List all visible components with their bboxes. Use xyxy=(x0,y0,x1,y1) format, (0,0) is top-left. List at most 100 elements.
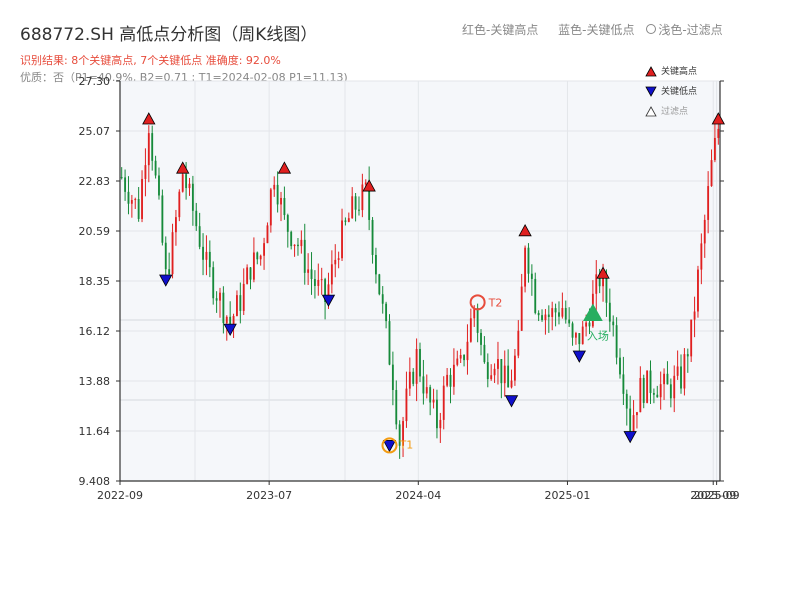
y-tick-label: 25.07 xyxy=(79,125,111,138)
candle-body xyxy=(619,357,621,375)
candle-body xyxy=(615,325,618,358)
candle-body xyxy=(469,318,472,342)
hollow-triangle-icon xyxy=(645,106,657,117)
candle-body xyxy=(371,219,374,255)
key-low-marker xyxy=(572,350,586,363)
candle-body xyxy=(188,183,191,189)
candle-body xyxy=(622,374,625,394)
candle-body xyxy=(269,189,272,226)
candle-body xyxy=(144,165,147,179)
y-tick-label: 13.88 xyxy=(79,375,111,388)
t1-circle xyxy=(381,437,398,454)
candle-body xyxy=(419,348,421,377)
key-high-marker xyxy=(596,266,610,279)
candle-body xyxy=(324,279,327,302)
candle-body xyxy=(168,269,171,275)
candle-body xyxy=(480,332,482,345)
candle-body xyxy=(215,298,218,301)
x-tick-label: 2023-07 xyxy=(246,489,292,502)
candle-body xyxy=(276,184,279,205)
candle-body xyxy=(568,319,571,324)
candle-body xyxy=(429,387,432,403)
candle-body xyxy=(381,294,384,304)
candle-body xyxy=(436,399,438,429)
candle-body xyxy=(202,246,204,260)
candle-body xyxy=(456,358,459,365)
t1-label: T1 xyxy=(398,438,413,451)
candle-body xyxy=(249,267,252,280)
candle-body xyxy=(673,375,676,399)
legend-red-text: 红色-关键高点 xyxy=(462,23,539,37)
chart-legend: 关键高点 关键低点 过滤点 xyxy=(645,64,697,124)
candle-body xyxy=(280,197,282,205)
legend-low-label: 关键低点 xyxy=(661,87,698,97)
candle-body xyxy=(252,252,255,280)
candle-body xyxy=(625,393,628,409)
candle-body xyxy=(452,364,455,387)
candle-body xyxy=(222,292,225,323)
candle-body xyxy=(703,219,706,244)
candle-body xyxy=(602,276,604,287)
key-high-marker xyxy=(142,112,156,125)
candle-body xyxy=(717,128,720,138)
candle-body xyxy=(636,412,638,416)
candle-body xyxy=(486,362,489,380)
candle-body xyxy=(273,184,276,190)
legend-low: 关键低点 xyxy=(645,84,697,104)
x-tick-label: 2022-09 xyxy=(97,489,143,502)
candle-body xyxy=(595,274,598,294)
legend-filtered-label: 过滤点 xyxy=(661,107,689,117)
candle-body xyxy=(524,247,527,287)
y-tick-label: 9.408 xyxy=(79,475,111,488)
candle-body xyxy=(330,264,333,285)
candle-body xyxy=(629,408,632,432)
key-high-marker xyxy=(277,161,292,174)
candle-body xyxy=(466,341,469,361)
candle-body xyxy=(232,315,235,324)
candle-body xyxy=(212,267,215,299)
candle-body xyxy=(283,197,286,216)
candle-body xyxy=(239,295,242,311)
candle-body xyxy=(124,177,127,192)
key-low-marker xyxy=(159,274,173,287)
chart-title: 688772.SH 高低点分析图（周K线图） xyxy=(20,25,318,45)
candle-body xyxy=(127,191,130,204)
candle-body xyxy=(181,174,184,192)
candle-body xyxy=(608,302,611,322)
candle-body xyxy=(246,267,249,284)
candle-body xyxy=(158,175,160,196)
candle-body xyxy=(558,312,560,317)
key-high-marker xyxy=(176,161,190,174)
candle-body xyxy=(290,231,293,247)
candle-body xyxy=(446,374,449,386)
candle-body xyxy=(652,393,655,395)
candle-body xyxy=(385,303,388,322)
candle-body xyxy=(334,259,337,265)
candle-body xyxy=(151,133,154,161)
candle-body xyxy=(236,295,238,316)
candle-body xyxy=(191,183,194,211)
candle-body xyxy=(154,160,157,176)
candle-body xyxy=(425,387,428,394)
candle-body xyxy=(130,200,133,204)
candle-body xyxy=(510,380,513,388)
candle-body xyxy=(256,252,259,260)
candle-body xyxy=(134,199,137,201)
candle-body xyxy=(690,319,693,357)
y-tick-label: 22.83 xyxy=(79,175,111,188)
top-legend: 红色-关键高点 蓝色-关键低点 浅色-过滤点 xyxy=(462,21,739,38)
candle-body xyxy=(676,366,679,376)
candle-body xyxy=(195,210,198,227)
candle-body xyxy=(137,199,140,219)
candle-body xyxy=(551,308,554,317)
candle-body xyxy=(361,184,364,211)
candle-body xyxy=(605,276,608,303)
candle-body xyxy=(347,218,350,222)
candle-body xyxy=(666,373,669,385)
candle-body xyxy=(534,278,537,313)
candle-body xyxy=(432,399,435,403)
candle-body xyxy=(344,220,347,222)
candle-body xyxy=(585,322,588,327)
candle-body xyxy=(459,355,462,359)
key-high-marker xyxy=(711,112,725,125)
